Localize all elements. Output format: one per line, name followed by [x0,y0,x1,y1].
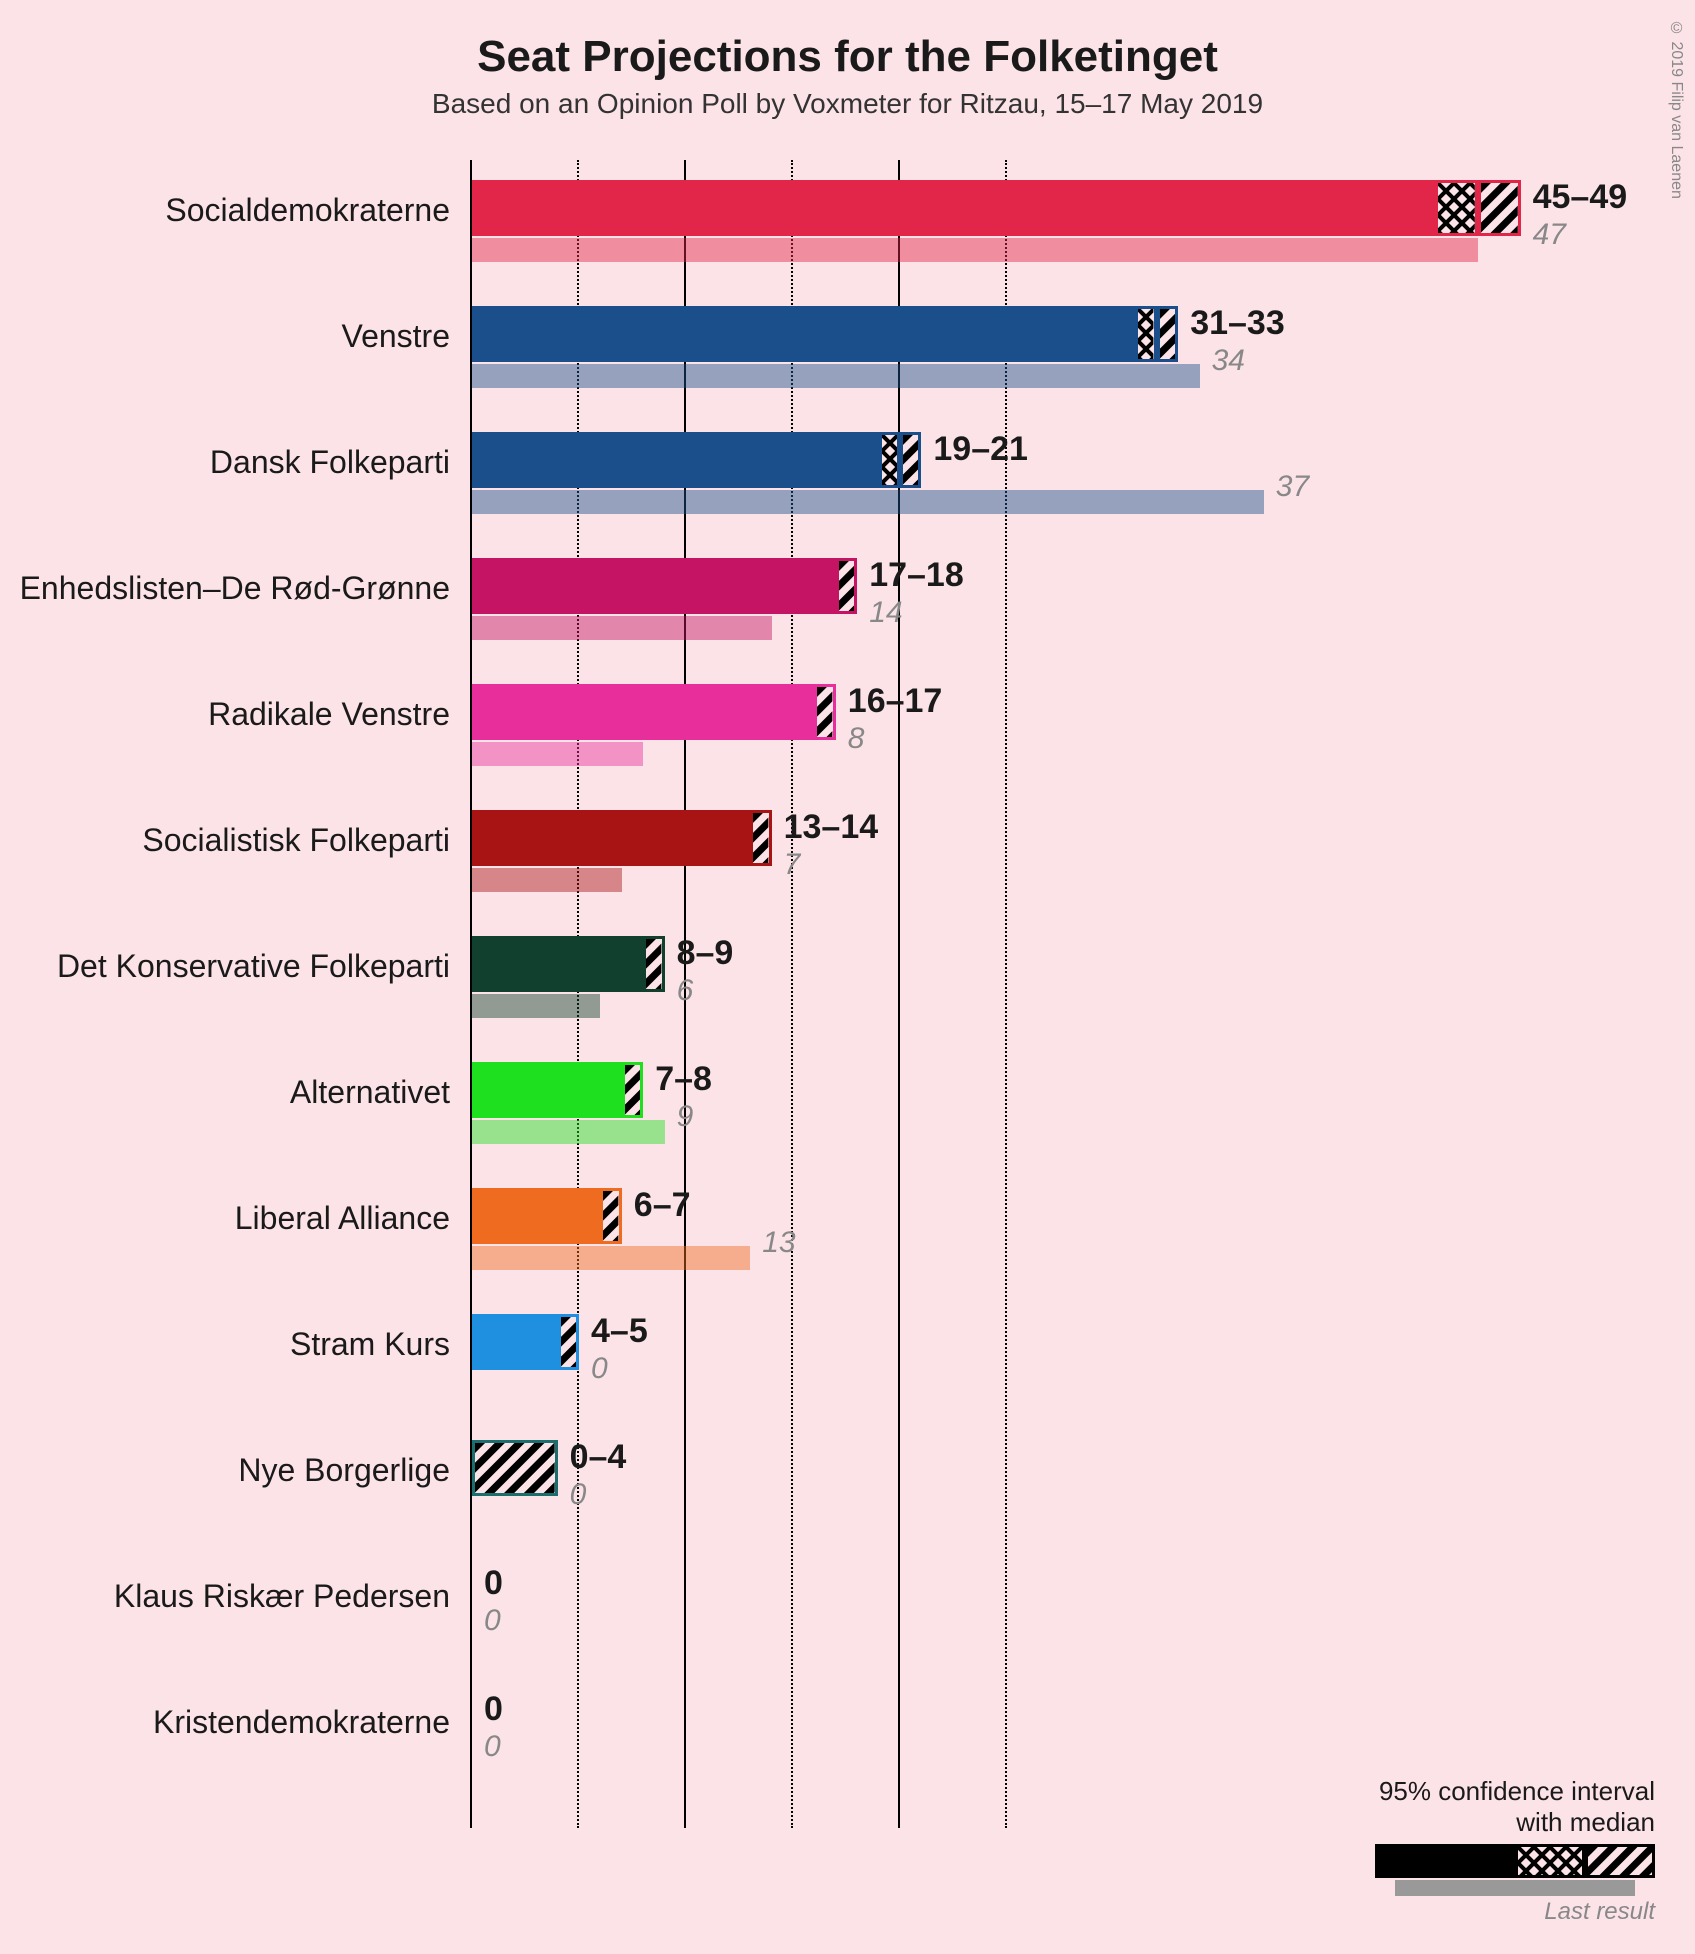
bar-ci-upper [836,558,857,614]
party-name: Socialistisk Folkeparti [142,822,450,859]
bar-ci-upper [814,684,835,740]
legend-last-swatch [1395,1880,1635,1896]
party-name: Venstre [341,318,450,355]
party-row: Stram Kurs4–50 [470,1314,1635,1432]
bar-low [472,684,814,740]
bar-ci-lower [1435,180,1478,236]
range-value: 8–9 [677,934,734,973]
bar-last-result [472,994,600,1018]
bar-low [472,432,879,488]
legend-diagonal-swatch [1585,1844,1655,1878]
party-row: Radikale Venstre16–178 [470,684,1635,802]
party-name: Alternativet [290,1074,450,1111]
bar-low [472,1062,622,1118]
range-value: 17–18 [869,556,964,595]
last-value: 0 [484,1730,501,1764]
party-row: Klaus Riskær Pedersen00 [470,1566,1635,1684]
last-value: 13 [762,1226,795,1260]
range-value: 13–14 [784,808,879,847]
last-value: 0 [484,1604,501,1638]
legend-line-2: with median [1516,1807,1655,1837]
legend-solid-swatch [1375,1844,1515,1878]
range-value: 4–5 [591,1312,648,1351]
bar-low [472,306,1135,362]
bar-low [472,810,750,866]
bar-ci-upper [1478,180,1521,236]
legend-crosshatch-swatch [1515,1844,1585,1878]
last-value: 0 [591,1352,608,1386]
bar-last-result [472,616,772,640]
party-name: Socialdemokraterne [165,192,450,229]
bar-ci-upper [622,1062,643,1118]
bar-last-result [472,364,1200,388]
party-row: Liberal Alliance6–713 [470,1188,1635,1306]
party-name: Klaus Riskær Pedersen [114,1578,450,1615]
last-value: 8 [848,722,865,756]
bar-last-result [472,742,643,766]
range-value: 6–7 [634,1186,691,1225]
party-name: Dansk Folkeparti [210,444,450,481]
last-value: 34 [1212,344,1245,378]
range-value: 31–33 [1190,304,1285,343]
last-value: 7 [784,848,801,882]
party-row: Venstre31–3334 [470,306,1635,424]
party-row: Socialistisk Folkeparti13–147 [470,810,1635,928]
party-name: Stram Kurs [290,1326,450,1363]
seat-projection-chart: Socialdemokraterne45–4947Venstre31–3334 D… [470,160,1635,1860]
bar-ci-upper [600,1188,621,1244]
last-value: 6 [677,974,694,1008]
bar-low [472,1314,558,1370]
bar-ci-lower [1135,306,1156,362]
range-value: 19–21 [933,430,1028,469]
last-value: 0 [570,1478,587,1512]
party-name: Radikale Venstre [208,696,450,733]
bar-last-result [472,868,622,892]
legend-line-1: 95% confidence interval [1379,1776,1655,1806]
bar-ci-upper [900,432,921,488]
range-value: 0–4 [570,1438,627,1477]
party-name: Kristendemokraterne [153,1704,450,1741]
party-row: Nye Borgerlige0–40 [470,1440,1635,1558]
bar-ci-upper [1157,306,1178,362]
bar-ci-upper [750,810,771,866]
bar-ci-lower [879,432,900,488]
bar-ci-upper [472,1440,558,1496]
party-row: Socialdemokraterne45–4947 [470,180,1635,298]
range-value: 0 [484,1690,503,1729]
last-value: 47 [1533,218,1566,252]
last-value: 9 [677,1100,694,1134]
bar-ci-upper [643,936,664,992]
last-value: 37 [1276,470,1309,504]
party-name: Det Konservative Folkeparti [57,948,450,985]
chart-subtitle: Based on an Opinion Poll by Voxmeter for… [0,88,1695,120]
bar-low [472,1188,600,1244]
bar-last-result [472,1120,665,1144]
copyright-text: © 2019 Filip van Laenen [1667,20,1685,199]
last-value: 14 [869,596,902,630]
party-row: Det Konservative Folkeparti8–96 [470,936,1635,1054]
party-row: Alternativet7–89 [470,1062,1635,1180]
bar-low [472,180,1435,236]
party-name: Enhedslisten–De Rød-Grønne [20,570,450,607]
party-name: Liberal Alliance [235,1200,450,1237]
party-row: Enhedslisten–De Rød-Grønne17–1814 [470,558,1635,676]
bar-low [472,936,643,992]
range-value: 7–8 [655,1060,712,1099]
party-row: Dansk Folkeparti19–2137 [470,432,1635,550]
bar-ci-upper [558,1314,579,1370]
bar-last-result [472,490,1264,514]
legend-last-label: Last result [1544,1898,1655,1926]
range-value: 45–49 [1533,178,1628,217]
party-name: Nye Borgerlige [238,1452,450,1489]
range-value: 0 [484,1564,503,1603]
bar-last-result [472,238,1478,262]
bar-low [472,558,836,614]
chart-legend: 95% confidence interval with median Last… [1375,1776,1655,1894]
chart-title: Seat Projections for the Folketinget [0,0,1695,82]
range-value: 16–17 [848,682,943,721]
bar-last-result [472,1246,750,1270]
